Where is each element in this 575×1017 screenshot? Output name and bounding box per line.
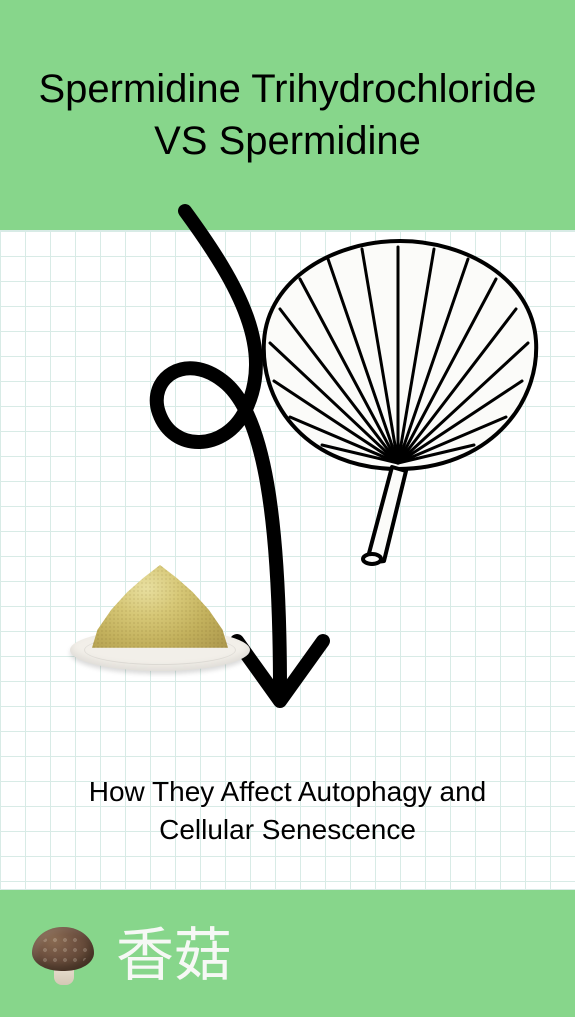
page-subtitle: How They Affect Autophagy and Cellular S…	[0, 773, 575, 849]
content-area: How They Affect Autophagy and Cellular S…	[0, 230, 575, 890]
page-title: Spermidine Trihydrochloride VS Spermidin…	[30, 63, 545, 167]
mushroom-icon	[28, 919, 98, 989]
footer-text: 香菇	[116, 908, 232, 992]
footer-banner: 香菇	[0, 890, 575, 1017]
powder-image	[70, 551, 250, 671]
